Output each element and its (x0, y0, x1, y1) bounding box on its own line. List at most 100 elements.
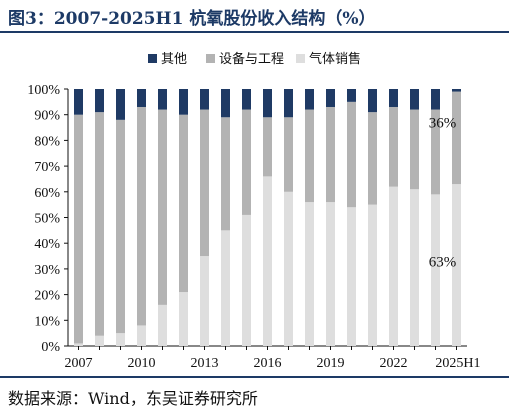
y-axis: 0% 10% 20% 30% 40% 50% 60% 70% 80% 90% 100% (27, 83, 68, 355)
bar-segment (368, 89, 377, 113)
bar-stack-2011 (158, 89, 167, 346)
bar-stack-2007 (74, 89, 83, 346)
bar-segment (284, 117, 293, 192)
bar-segment (263, 117, 272, 177)
bar-segment (263, 89, 272, 118)
legend-label: 其他 (161, 52, 187, 67)
bar-segment (95, 89, 104, 113)
source-note: 数据来源：Wind，东吴证券研究所 (8, 389, 258, 408)
y-tick-label: 100% (27, 83, 60, 98)
bar-segment (242, 214, 251, 346)
bar-segment (95, 335, 104, 346)
bar-segment (221, 117, 230, 231)
bar-segment (74, 114, 83, 344)
bar-stack-2009 (116, 89, 125, 346)
bar-segment (137, 325, 146, 346)
bar-segment (326, 89, 335, 107)
bar-segment (179, 114, 188, 293)
bar-segment (137, 106, 146, 326)
bar-stack-2021 (368, 89, 377, 346)
bar-segment (179, 89, 188, 115)
legend: 其他 设备与工程 气体销售 (148, 51, 361, 67)
legend-label: 气体销售 (309, 51, 361, 67)
bar-stacks (74, 89, 461, 346)
bar-segment (368, 112, 377, 205)
bar-segment (410, 89, 419, 110)
bar-segment (452, 184, 461, 346)
bar-segment (200, 256, 209, 346)
bar-segment (305, 202, 314, 346)
bar-segment (116, 119, 125, 334)
y-tick-label: 30% (34, 263, 60, 278)
chart-title: 图3：2007-2025H1 杭氧股份收入结构（%） (8, 9, 376, 29)
bar-segment (263, 176, 272, 346)
title-divider (0, 31, 509, 33)
x-tick-label: 2022 (380, 356, 408, 371)
bar-segment (242, 89, 251, 110)
x-tick-label: 2007 (65, 356, 93, 371)
bar-segment (158, 109, 167, 305)
x-tick-label: 2019 (317, 356, 345, 371)
bar-stack-2012 (179, 89, 188, 346)
bar-segment (158, 89, 167, 110)
y-tick-label: 70% (34, 160, 60, 175)
bar-segment (452, 91, 461, 185)
bar-segment (431, 89, 440, 110)
bar-segment (410, 109, 419, 190)
bar-segment (284, 89, 293, 118)
bar-stack-2024 (431, 89, 440, 346)
bar-segment (368, 204, 377, 346)
revenue-structure-chart: 其他 设备与工程 气体销售 36% 63% 0% 10% 20% 30% 40% 50% 60% 7… (27, 51, 481, 371)
bar-segment (389, 89, 398, 107)
x-tick-label: 2013 (191, 356, 219, 371)
y-tick-label: 60% (34, 186, 60, 201)
data-label: 36% (429, 116, 457, 132)
bar-segment (431, 194, 440, 346)
bar-segment (389, 186, 398, 346)
x-axis: 2007 2010 2013 2016 2019 2022 2025H1 (65, 346, 481, 371)
x-tick-label: 2016 (254, 356, 282, 371)
x-tick-label: 2010 (128, 356, 156, 371)
bar-segment (431, 109, 440, 195)
bar-stack-2015 (242, 89, 251, 346)
bar-stack-2016 (263, 89, 272, 346)
y-tick-label: 90% (34, 109, 60, 124)
bar-segment (116, 333, 125, 346)
bar-stack-2022 (389, 89, 398, 346)
bar-segment (200, 109, 209, 257)
title-bar: 图3：2007-2025H1 杭氧股份收入结构（%） (0, 0, 509, 33)
bar-segment (242, 109, 251, 215)
bar-stack-2018 (305, 89, 314, 346)
bar-segment (221, 230, 230, 346)
bar-stack-2019 (326, 89, 335, 346)
y-tick-label: 80% (34, 134, 60, 149)
y-tick-label: 20% (34, 289, 60, 304)
annotations: 36% 63% (429, 116, 457, 271)
y-tick-label: 40% (34, 237, 60, 252)
x-tick-label: 2025H1 (435, 356, 480, 371)
bar-segment (116, 89, 125, 120)
bar-segment (326, 202, 335, 346)
bar-stack-2014 (221, 89, 230, 346)
bar-segment (137, 89, 146, 107)
bar-segment (284, 191, 293, 346)
legend-swatch (296, 54, 305, 63)
bar-segment (347, 101, 356, 208)
y-tick-label: 0% (41, 340, 60, 355)
bar-segment (452, 89, 461, 92)
bar-stack-2017 (284, 89, 293, 346)
bar-segment (389, 106, 398, 187)
footer-divider (0, 376, 509, 378)
bar-segment (74, 343, 83, 346)
bar-segment (410, 189, 419, 346)
bar-stack-2020 (347, 89, 356, 346)
bar-stack-2025H1 (452, 89, 461, 346)
bar-segment (305, 109, 314, 203)
bar-segment (221, 89, 230, 118)
bar-segment (95, 112, 104, 336)
legend-label: 设备与工程 (219, 51, 284, 67)
bar-segment (305, 89, 314, 110)
bar-segment (158, 304, 167, 346)
legend-swatch (206, 54, 215, 63)
y-tick-label: 50% (34, 212, 60, 227)
